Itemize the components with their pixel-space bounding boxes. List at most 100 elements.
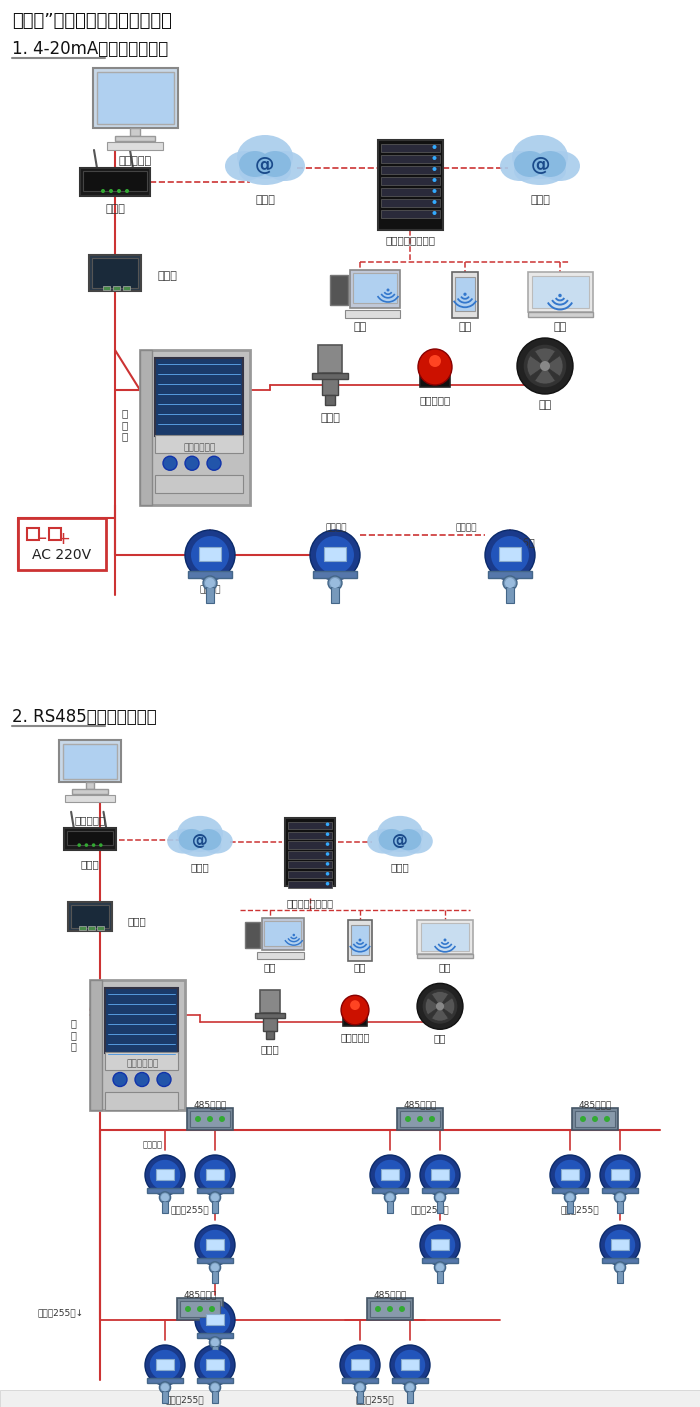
Circle shape — [203, 575, 217, 590]
Bar — [422, 1258, 458, 1263]
Circle shape — [209, 1192, 220, 1203]
Bar — [407, 1390, 413, 1403]
Text: 单机版电脑: 单机版电脑 — [118, 156, 152, 166]
Text: 通
讯
线: 通 讯 线 — [70, 1019, 76, 1051]
Wedge shape — [545, 356, 563, 376]
Bar — [83, 172, 147, 191]
Circle shape — [163, 456, 177, 470]
Bar — [353, 273, 397, 303]
Bar — [80, 167, 150, 196]
Ellipse shape — [178, 834, 221, 857]
Bar — [381, 155, 440, 163]
Circle shape — [505, 578, 515, 588]
Circle shape — [345, 1349, 375, 1380]
Bar — [286, 817, 335, 885]
Wedge shape — [535, 348, 555, 366]
Circle shape — [117, 189, 121, 193]
Bar — [18, 518, 106, 570]
Circle shape — [605, 1230, 635, 1261]
Text: 终端: 终端 — [554, 322, 566, 332]
Circle shape — [580, 1116, 586, 1121]
Text: 485中继器: 485中继器 — [578, 1100, 612, 1109]
Bar — [350, 270, 400, 308]
Bar — [88, 926, 95, 930]
Bar — [212, 1200, 218, 1213]
Circle shape — [420, 1225, 460, 1265]
Text: 互联网: 互联网 — [530, 196, 550, 205]
Text: @: @ — [256, 156, 274, 174]
Bar — [123, 286, 130, 290]
Circle shape — [540, 362, 550, 371]
Circle shape — [78, 843, 81, 847]
Circle shape — [160, 1192, 171, 1203]
Circle shape — [370, 1155, 410, 1195]
Circle shape — [435, 1192, 446, 1203]
Circle shape — [354, 1382, 365, 1393]
Text: 电磁阀: 电磁阀 — [260, 1044, 279, 1054]
Bar — [611, 1238, 629, 1249]
Text: 可连接255台: 可连接255台 — [561, 1204, 599, 1214]
Text: 终端: 终端 — [439, 962, 452, 972]
Wedge shape — [545, 356, 563, 376]
Circle shape — [592, 1116, 598, 1121]
Circle shape — [425, 1230, 455, 1261]
Circle shape — [328, 575, 342, 590]
Bar — [206, 1314, 224, 1325]
Bar — [387, 1200, 393, 1213]
Circle shape — [99, 843, 103, 847]
Text: +: + — [55, 530, 70, 547]
Circle shape — [523, 343, 567, 388]
Bar — [60, 740, 121, 782]
Circle shape — [145, 1155, 185, 1195]
Circle shape — [600, 1225, 640, 1265]
Circle shape — [113, 1072, 127, 1086]
Bar — [367, 1299, 413, 1320]
Wedge shape — [535, 366, 555, 384]
Circle shape — [356, 1383, 364, 1392]
Bar — [370, 1301, 410, 1317]
Bar — [393, 1377, 428, 1383]
Circle shape — [429, 1116, 435, 1121]
Bar — [417, 954, 473, 958]
Circle shape — [340, 1345, 380, 1384]
Text: 485中继器: 485中继器 — [183, 1290, 216, 1299]
Ellipse shape — [418, 349, 452, 386]
Circle shape — [160, 1382, 171, 1393]
Circle shape — [433, 211, 437, 215]
Circle shape — [326, 872, 330, 875]
Bar — [401, 1359, 419, 1370]
Bar — [288, 832, 332, 839]
Bar — [206, 1359, 224, 1370]
Bar — [97, 926, 104, 930]
Circle shape — [197, 1306, 203, 1311]
Bar — [381, 144, 440, 152]
Bar — [105, 1092, 178, 1110]
Bar — [212, 1345, 218, 1358]
Bar — [288, 861, 332, 868]
Text: 可连接16个: 可连接16个 — [500, 537, 536, 547]
Bar — [260, 991, 280, 1013]
Circle shape — [310, 530, 360, 580]
Text: 转换器: 转换器 — [128, 916, 147, 926]
Ellipse shape — [534, 151, 566, 177]
Ellipse shape — [200, 829, 233, 854]
Ellipse shape — [239, 151, 271, 177]
Circle shape — [375, 1306, 381, 1311]
Circle shape — [195, 1345, 235, 1384]
Bar — [331, 587, 339, 604]
Ellipse shape — [500, 151, 540, 182]
Circle shape — [330, 578, 340, 588]
Circle shape — [326, 843, 330, 846]
Circle shape — [422, 988, 458, 1024]
Circle shape — [150, 1349, 180, 1380]
Text: 2. RS485信号连接系统图: 2. RS485信号连接系统图 — [12, 708, 157, 726]
Circle shape — [463, 293, 467, 295]
Circle shape — [559, 294, 561, 297]
Ellipse shape — [177, 816, 223, 853]
Text: 路由器: 路由器 — [80, 860, 99, 870]
Circle shape — [436, 1002, 444, 1010]
Ellipse shape — [265, 151, 305, 182]
Bar — [381, 210, 440, 218]
Bar — [105, 988, 178, 1052]
Bar — [421, 923, 469, 951]
